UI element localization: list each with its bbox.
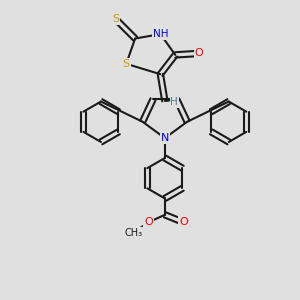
Text: O: O [144,217,153,227]
Text: CH₃: CH₃ [124,228,143,238]
Text: O: O [195,48,203,59]
Text: H: H [170,98,178,107]
Text: NH: NH [153,29,168,39]
Text: S: S [112,14,119,24]
Text: S: S [123,59,130,69]
Text: N: N [161,133,169,143]
Text: O: O [179,217,188,227]
